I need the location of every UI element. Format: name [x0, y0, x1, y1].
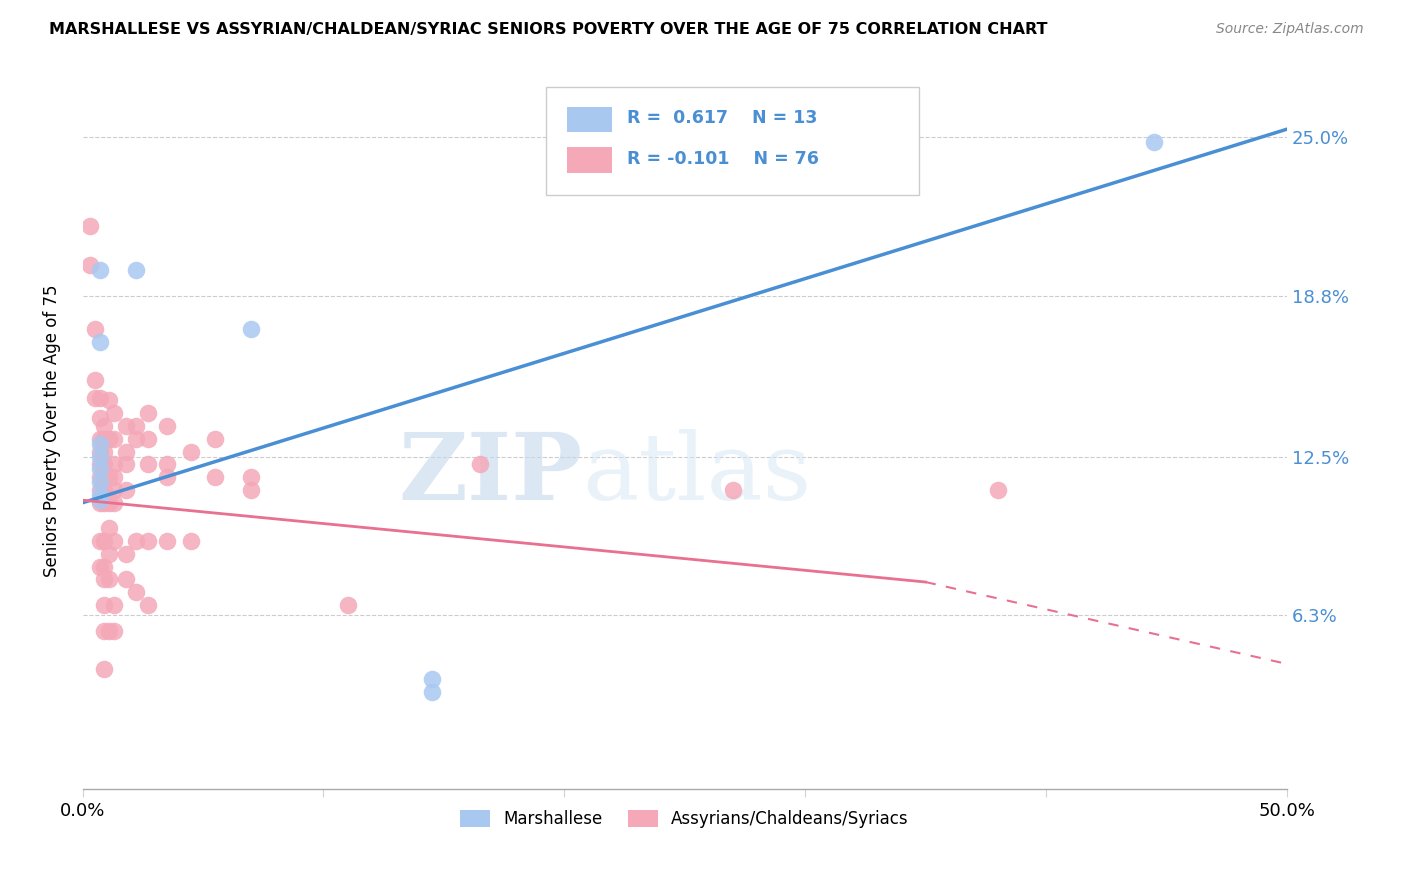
- Point: [89, 483, 111, 497]
- Y-axis label: Seniors Poverty Over the Age of 75: Seniors Poverty Over the Age of 75: [44, 285, 60, 577]
- Point: [98, 496, 121, 510]
- Point: [103, 598, 125, 612]
- Point: [98, 624, 121, 638]
- Point: [204, 432, 226, 446]
- Point: [115, 444, 138, 458]
- Point: [115, 573, 138, 587]
- Point: [103, 483, 125, 497]
- Point: [98, 573, 121, 587]
- Point: [93, 559, 115, 574]
- Point: [89, 559, 111, 574]
- Point: [115, 419, 138, 434]
- Point: [240, 322, 263, 336]
- Point: [103, 406, 125, 420]
- Point: [93, 470, 115, 484]
- Point: [89, 450, 111, 464]
- FancyBboxPatch shape: [546, 87, 920, 194]
- Point: [93, 662, 115, 676]
- Point: [103, 496, 125, 510]
- Point: [124, 585, 146, 599]
- Point: [98, 521, 121, 535]
- Point: [89, 462, 111, 476]
- Point: [156, 419, 179, 434]
- Point: [89, 458, 111, 472]
- Point: [93, 419, 115, 434]
- Point: [89, 475, 111, 490]
- Point: [420, 685, 443, 699]
- Point: [124, 432, 146, 446]
- Point: [115, 547, 138, 561]
- Point: [83, 373, 105, 387]
- Point: [420, 672, 443, 686]
- Point: [136, 598, 159, 612]
- Point: [103, 624, 125, 638]
- Point: [79, 258, 101, 272]
- Point: [468, 458, 491, 472]
- Point: [89, 496, 111, 510]
- Point: [93, 598, 115, 612]
- Point: [336, 598, 359, 612]
- Point: [89, 534, 111, 549]
- Point: [103, 534, 125, 549]
- Point: [987, 483, 1010, 497]
- Text: MARSHALLESE VS ASSYRIAN/CHALDEAN/SYRIAC SENIORS POVERTY OVER THE AGE OF 75 CORRE: MARSHALLESE VS ASSYRIAN/CHALDEAN/SYRIAC …: [49, 22, 1047, 37]
- Point: [93, 573, 115, 587]
- Point: [124, 263, 146, 277]
- Text: R = -0.101    N = 76: R = -0.101 N = 76: [627, 150, 818, 168]
- Point: [103, 458, 125, 472]
- Text: R =  0.617    N = 13: R = 0.617 N = 13: [627, 109, 817, 127]
- Text: atlas: atlas: [582, 429, 811, 519]
- Point: [93, 534, 115, 549]
- Point: [83, 391, 105, 405]
- Point: [115, 458, 138, 472]
- Point: [93, 444, 115, 458]
- Point: [124, 419, 146, 434]
- Point: [204, 470, 226, 484]
- Text: Source: ZipAtlas.com: Source: ZipAtlas.com: [1216, 22, 1364, 37]
- Point: [98, 432, 121, 446]
- Point: [89, 488, 111, 502]
- Point: [89, 432, 111, 446]
- Point: [98, 470, 121, 484]
- Point: [721, 483, 744, 497]
- Point: [83, 322, 105, 336]
- Point: [136, 534, 159, 549]
- Point: [156, 470, 179, 484]
- Point: [240, 483, 263, 497]
- Point: [93, 458, 115, 472]
- Legend: Marshallese, Assyrians/Chaldeans/Syriacs: Marshallese, Assyrians/Chaldeans/Syriacs: [454, 803, 915, 835]
- Point: [89, 334, 111, 349]
- Point: [136, 458, 159, 472]
- Point: [79, 219, 101, 234]
- Point: [98, 393, 121, 408]
- Point: [136, 406, 159, 420]
- Point: [89, 444, 111, 458]
- Point: [93, 624, 115, 638]
- Point: [93, 483, 115, 497]
- Point: [115, 483, 138, 497]
- Point: [89, 263, 111, 277]
- Point: [98, 547, 121, 561]
- Point: [93, 432, 115, 446]
- Point: [180, 444, 202, 458]
- Text: ZIP: ZIP: [398, 429, 582, 519]
- Bar: [567, 107, 613, 132]
- Point: [124, 534, 146, 549]
- Point: [89, 493, 111, 508]
- Point: [89, 470, 111, 484]
- Point: [89, 411, 111, 425]
- Bar: [567, 147, 613, 173]
- Point: [156, 458, 179, 472]
- Point: [240, 470, 263, 484]
- Point: [103, 470, 125, 484]
- Point: [93, 496, 115, 510]
- Point: [136, 432, 159, 446]
- Point: [156, 534, 179, 549]
- Point: [180, 534, 202, 549]
- Point: [103, 432, 125, 446]
- Point: [89, 391, 111, 405]
- Point: [89, 437, 111, 451]
- Point: [1143, 135, 1166, 149]
